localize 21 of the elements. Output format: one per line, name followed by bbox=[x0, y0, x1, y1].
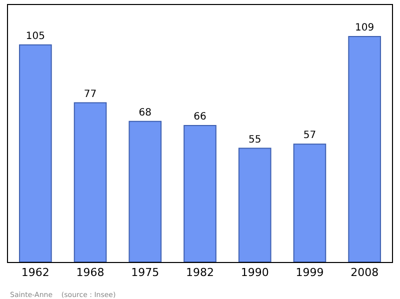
data-label: 55 bbox=[248, 134, 262, 146]
data-label: 77 bbox=[84, 88, 97, 100]
x-tick-label: 2008 bbox=[350, 266, 379, 280]
bar bbox=[184, 125, 216, 262]
x-tick-label: 1975 bbox=[131, 266, 160, 280]
x-tick-label: 1968 bbox=[76, 266, 104, 280]
x-tick-label: 1962 bbox=[21, 266, 50, 280]
x-tick-label: 1999 bbox=[296, 266, 324, 280]
x-tick-label: 1982 bbox=[186, 266, 214, 280]
bar bbox=[128, 120, 162, 262]
data-label: 68 bbox=[138, 107, 152, 118]
x-tick-label: 1990 bbox=[240, 266, 269, 280]
bar bbox=[293, 144, 326, 262]
bar bbox=[74, 102, 107, 262]
data-label: 66 bbox=[194, 112, 206, 122]
bar bbox=[348, 36, 381, 262]
bar bbox=[238, 148, 272, 262]
data-label: 57 bbox=[303, 130, 316, 142]
bar bbox=[19, 44, 52, 262]
data-label: 109 bbox=[355, 22, 374, 34]
data-label: 105 bbox=[26, 30, 45, 42]
